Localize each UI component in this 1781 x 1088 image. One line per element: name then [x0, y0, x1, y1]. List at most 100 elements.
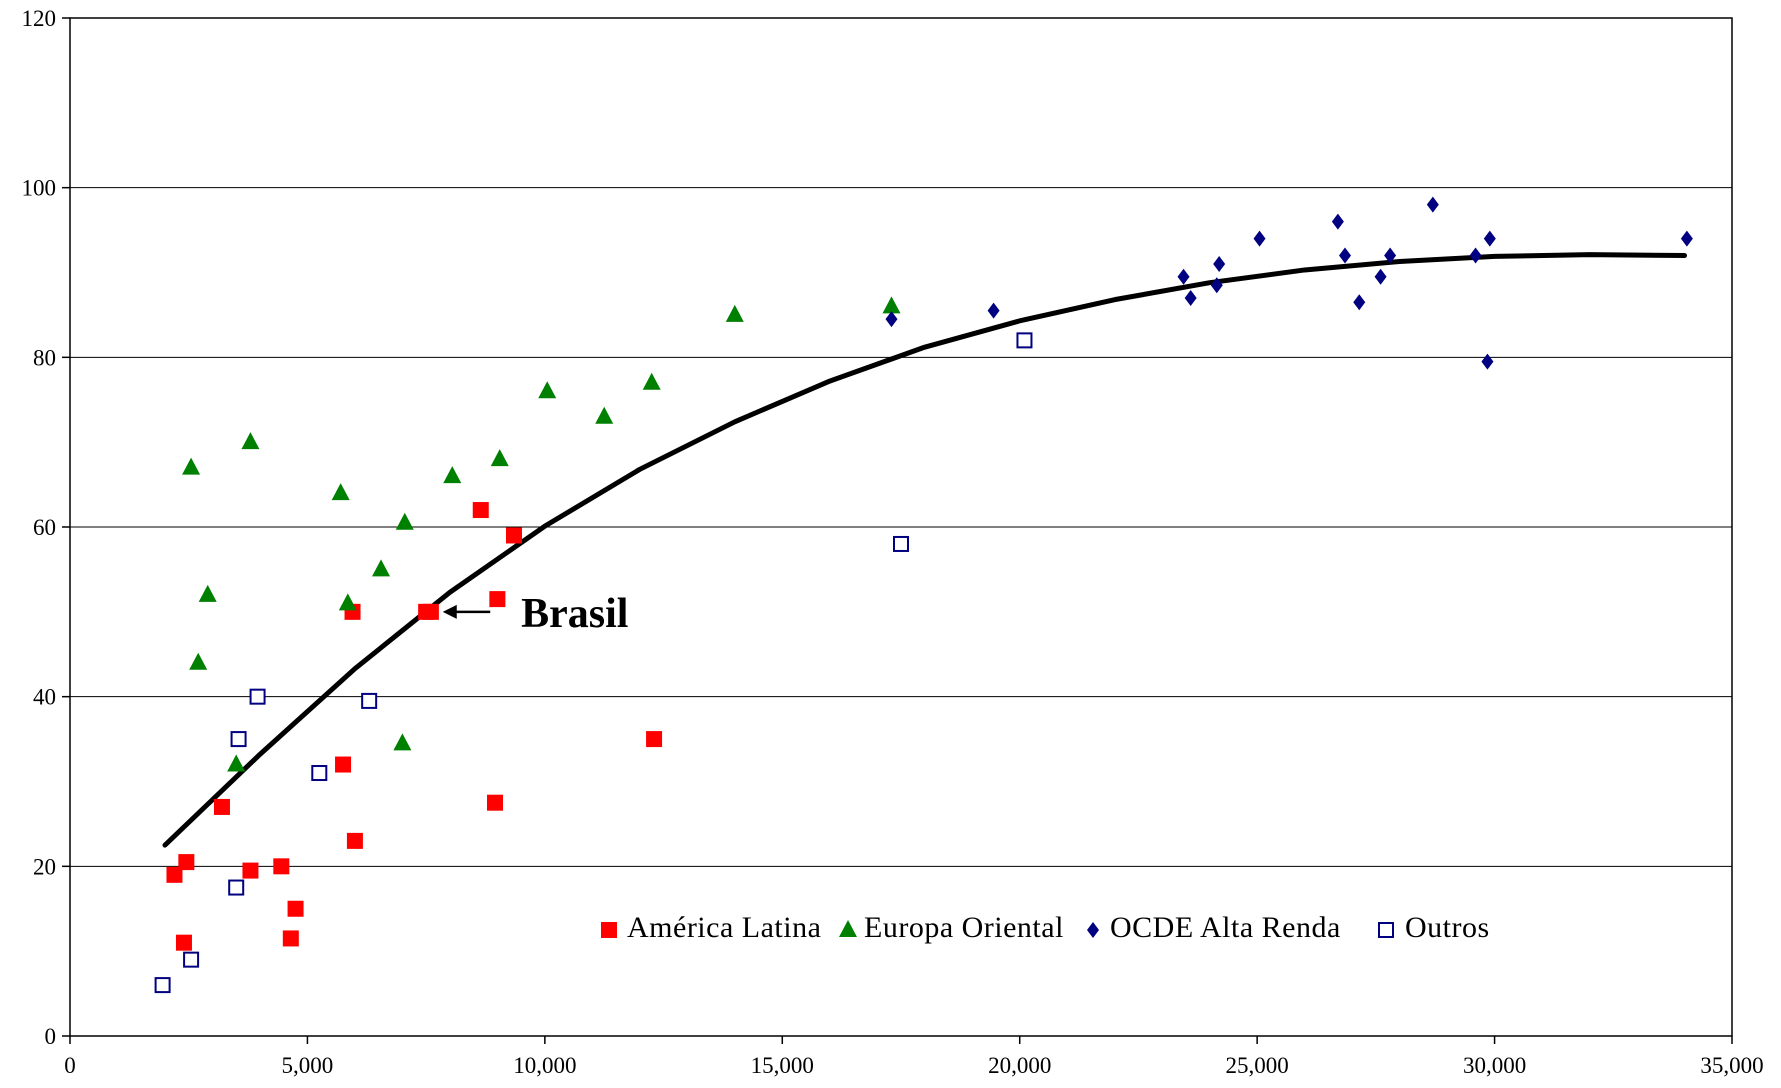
- data-point: [472, 502, 489, 519]
- data-point: [1680, 230, 1693, 247]
- data-point: [885, 311, 898, 328]
- legend-label: OCDE Alta Renda: [1110, 911, 1341, 944]
- data-point: [987, 302, 1000, 319]
- data-point: [227, 754, 246, 772]
- legend-label: América Latina: [627, 911, 821, 944]
- y-tick-label: 60: [33, 515, 56, 540]
- data-point: [1213, 256, 1226, 273]
- data-point: [1469, 247, 1482, 264]
- data-point: [273, 858, 290, 875]
- legend-entry: OCDE Alta Renda: [1087, 911, 1341, 944]
- data-point: [331, 483, 350, 501]
- data-point: [393, 733, 412, 751]
- series-3: [154, 332, 1033, 994]
- y-tick-label: 20: [33, 854, 56, 879]
- data-point: [882, 296, 901, 314]
- data-point: [395, 512, 414, 530]
- legend-marker: [839, 920, 857, 937]
- grid-layer: [70, 17, 1732, 867]
- data-point: [1374, 268, 1387, 285]
- data-point: [1481, 353, 1494, 370]
- data-point: [443, 466, 462, 484]
- data-point: [646, 731, 663, 748]
- legend-entry: América Latina: [601, 911, 821, 944]
- legend-entry: Outros: [1378, 911, 1490, 944]
- data-point: [1253, 230, 1266, 247]
- axes-layer: 0 20 40 60 80 100 120 0 5,000 10,000 15,000 20,000 2…: [22, 6, 1764, 1078]
- data-point: [338, 593, 357, 611]
- x-tick-label: 0: [64, 1053, 76, 1078]
- data-point: [893, 535, 909, 552]
- series-0: [166, 502, 663, 951]
- data-point: [1426, 196, 1439, 213]
- data-point: [242, 862, 259, 879]
- data-point: [538, 381, 557, 399]
- data-point: [183, 951, 200, 968]
- legend: América Latina Europa Oriental OCDE Alta R…: [601, 911, 1490, 944]
- points-layer: [154, 196, 1693, 994]
- legend-marker: [1378, 922, 1394, 938]
- y-tick-label: 0: [45, 1024, 57, 1049]
- data-point: [1331, 213, 1344, 230]
- data-point: [228, 879, 245, 896]
- series-2: [885, 196, 1693, 370]
- x-tick-label: 10,000: [513, 1053, 576, 1078]
- annotation-arrow-head: [442, 604, 457, 619]
- data-point: [1353, 294, 1366, 311]
- data-point: [595, 406, 614, 424]
- data-point: [490, 449, 509, 467]
- data-point: [213, 798, 230, 815]
- data-point: [486, 794, 503, 811]
- data-point: [422, 603, 439, 620]
- x-tick-label: 35,000: [1700, 1053, 1763, 1078]
- y-tick-label: 40: [33, 685, 56, 710]
- y-tick-label: 100: [22, 176, 57, 201]
- data-point: [1177, 268, 1190, 285]
- data-point: [249, 688, 266, 705]
- data-point: [166, 866, 183, 883]
- data-point: [282, 930, 299, 947]
- trend-layer: [162, 252, 1688, 848]
- data-point: [725, 304, 744, 322]
- legend-marker: [1087, 922, 1099, 938]
- x-tick-label: 30,000: [1463, 1053, 1526, 1078]
- x-tick-label: 20,000: [988, 1053, 1051, 1078]
- trendline: [162, 252, 1688, 848]
- series-1: [182, 296, 901, 772]
- data-point: [1338, 247, 1351, 264]
- legend-label: Outros: [1405, 911, 1490, 944]
- data-point: [189, 652, 208, 670]
- data-point: [1016, 332, 1033, 349]
- data-point: [1384, 247, 1397, 264]
- data-point: [198, 584, 217, 602]
- data-point: [361, 692, 378, 709]
- data-point: [230, 731, 247, 748]
- legend-label: Europa Oriental: [864, 911, 1064, 944]
- data-point: [346, 832, 363, 849]
- data-point: [372, 559, 391, 577]
- data-point: [287, 900, 304, 917]
- data-point: [642, 372, 661, 390]
- annotation-layer: Brasil: [442, 591, 628, 637]
- data-point: [1210, 277, 1223, 294]
- data-point: [182, 457, 201, 475]
- y-tick-label: 80: [33, 345, 56, 370]
- data-point: [175, 934, 192, 951]
- data-point: [335, 756, 352, 773]
- data-point: [1184, 289, 1197, 306]
- x-tick-label: 25,000: [1226, 1053, 1289, 1078]
- data-point: [241, 432, 260, 450]
- data-point: [154, 977, 171, 994]
- legend-entry: Europa Oriental: [839, 911, 1064, 944]
- x-tick-label: 5,000: [282, 1053, 334, 1078]
- data-point: [178, 854, 195, 871]
- annotation-label: Brasil: [521, 591, 628, 637]
- data-point: [505, 527, 522, 544]
- x-tick-label: 15,000: [751, 1053, 814, 1078]
- data-point: [311, 765, 328, 782]
- legend-marker: [601, 922, 617, 938]
- data-point: [489, 591, 506, 608]
- data-point: [1483, 230, 1496, 247]
